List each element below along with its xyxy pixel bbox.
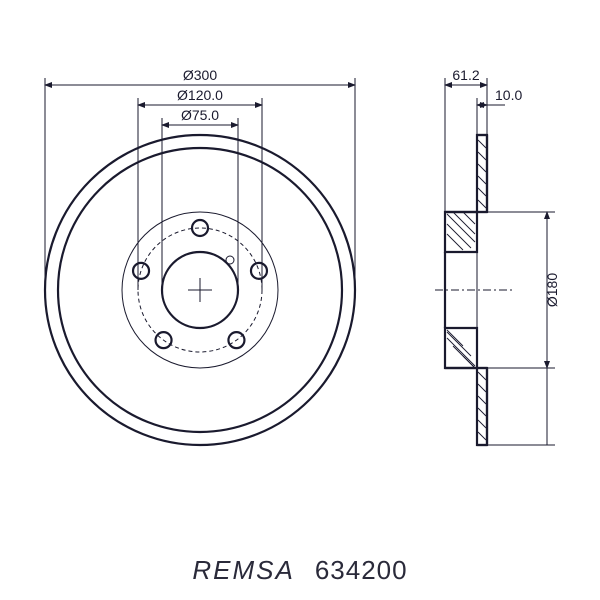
part-number: 634200: [315, 555, 408, 586]
dim-thickness: 10.0: [495, 87, 522, 103]
brand-name: REMSA: [192, 555, 294, 586]
dim-pcd: Ø120.0: [177, 87, 223, 103]
dim-outer-dia: Ø300: [183, 67, 217, 83]
brand-bar: REMSA 634200: [0, 540, 600, 600]
dim-bore: Ø75.0: [181, 107, 219, 123]
side-view: 61.2 10.0 Ø180: [435, 67, 560, 445]
dim-hub-dia: Ø180: [544, 273, 560, 307]
dim-total-depth: 61.2: [452, 67, 479, 83]
technical-drawing: Ø300 Ø120.0 Ø75.0: [0, 0, 600, 500]
front-view: Ø300 Ø120.0 Ø75.0: [45, 67, 355, 445]
